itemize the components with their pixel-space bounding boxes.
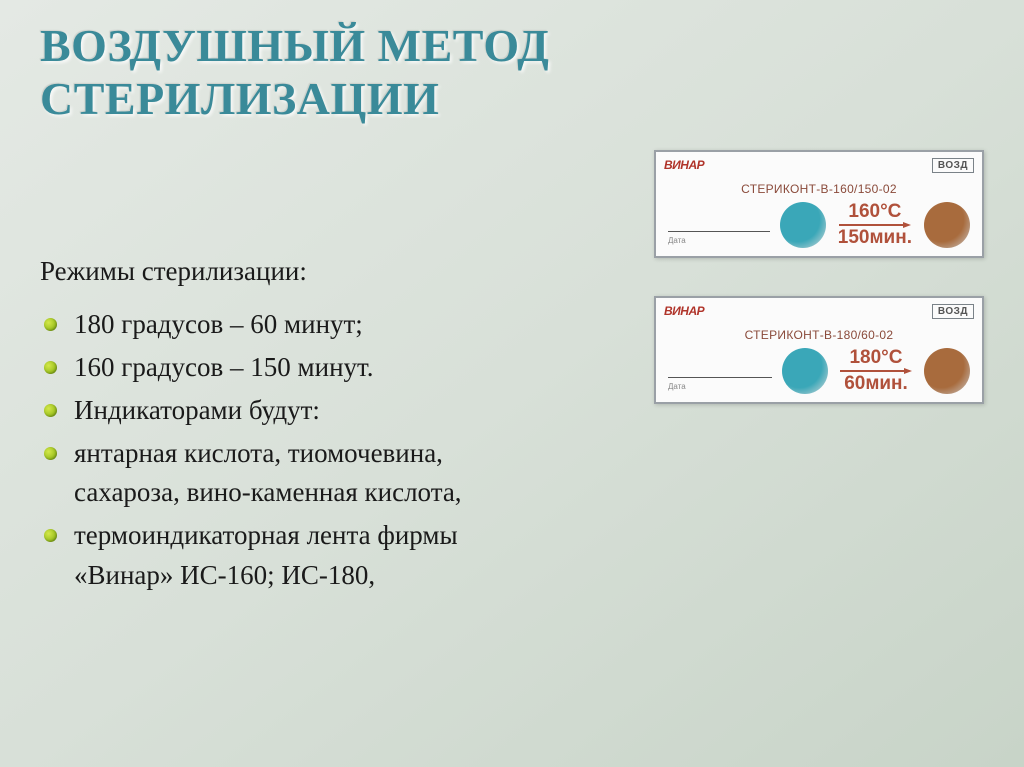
temperature-label: 180°C	[849, 348, 902, 368]
temperature-label: 160°C	[848, 202, 901, 222]
indicator-card: ВИНАР ВОЗД СТЕРИКОНТ-В-160/150-02 Дата 1…	[654, 150, 984, 258]
title-line-2: СТЕРИЛИЗАЦИИ	[40, 73, 439, 124]
before-color-circle	[782, 348, 828, 394]
slide: ВОЗДУШНЫЙ МЕТОД СТЕРИЛИЗАЦИИ Режимы стер…	[0, 0, 1024, 767]
card-header: ВИНАР ВОЗД	[664, 304, 974, 326]
subheading: Режимы стерилизации:	[40, 256, 553, 287]
bullet-item: янтарная кислота, тиомочевина, сахароза,…	[40, 434, 553, 512]
after-color-circle	[924, 202, 970, 248]
bullet-list: 180 градусов – 60 минут; 160 градусов – …	[40, 305, 553, 595]
brand-logo: ВИНАР	[664, 158, 704, 172]
product-name: СТЕРИКОНТ-В-180/60-02	[664, 328, 974, 342]
arrow-block: 180°C 60мин.	[838, 348, 914, 394]
bullet-item: 180 градусов – 60 минут;	[40, 305, 553, 344]
bullet-item: Индикаторами будут:	[40, 391, 553, 430]
text-column: Режимы стерилизации: 180 градусов – 60 м…	[40, 136, 553, 599]
slide-title: ВОЗДУШНЫЙ МЕТОД СТЕРИЛИЗАЦИИ	[40, 20, 984, 126]
card-header: ВИНАР ВОЗД	[664, 158, 974, 180]
bullet-item: термоиндикаторная лента фирмы «Винар» ИС…	[40, 516, 553, 594]
card-body: Дата 180°C 60мин.	[664, 348, 974, 394]
signature-label: Дата	[668, 236, 686, 245]
indicator-column: ВИНАР ВОЗД СТЕРИКОНТ-В-160/150-02 Дата 1…	[573, 136, 984, 599]
brand-logo: ВИНАР	[664, 304, 704, 318]
type-badge: ВОЗД	[932, 158, 974, 173]
signature-line: Дата	[668, 217, 770, 232]
title-line-1: ВОЗДУШНЫЙ МЕТОД	[40, 20, 549, 71]
after-color-circle	[924, 348, 970, 394]
time-label: 60мин.	[844, 374, 908, 394]
content-row: Режимы стерилизации: 180 градусов – 60 м…	[40, 136, 984, 599]
card-body: Дата 160°C 150мин.	[664, 202, 974, 248]
arrow-block: 160°C 150мин.	[836, 202, 914, 248]
before-color-circle	[780, 202, 826, 248]
product-name: СТЕРИКОНТ-В-160/150-02	[664, 182, 974, 196]
type-badge: ВОЗД	[932, 304, 974, 319]
indicator-card: ВИНАР ВОЗД СТЕРИКОНТ-В-180/60-02 Дата 18…	[654, 296, 984, 404]
bullet-item: 160 градусов – 150 минут.	[40, 348, 553, 387]
time-label: 150мин.	[838, 228, 912, 248]
signature-label: Дата	[668, 382, 686, 391]
signature-line: Дата	[668, 363, 772, 378]
